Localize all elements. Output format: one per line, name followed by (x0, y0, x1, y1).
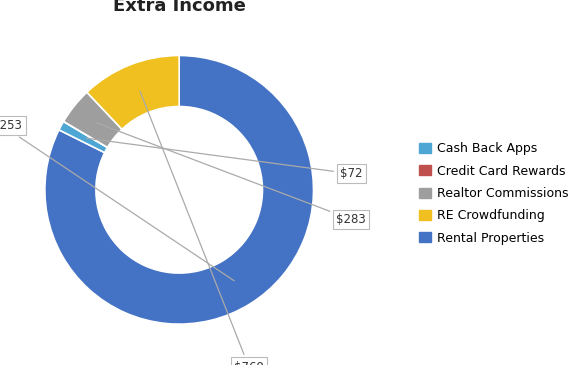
Wedge shape (59, 122, 108, 153)
Text: $283: $283 (97, 123, 366, 226)
Wedge shape (64, 92, 122, 147)
Wedge shape (64, 122, 108, 147)
Wedge shape (87, 55, 179, 129)
Wedge shape (45, 55, 313, 324)
Text: $72: $72 (86, 138, 362, 180)
Text: $5,253: $5,253 (0, 119, 234, 281)
Legend: Cash Back Apps, Credit Card Rewards, Realtor Commissions, RE Crowdfunding, Renta: Cash Back Apps, Credit Card Rewards, Rea… (418, 142, 569, 245)
Title: Extra Income: Extra Income (113, 0, 246, 15)
Text: $769: $769 (140, 91, 264, 365)
